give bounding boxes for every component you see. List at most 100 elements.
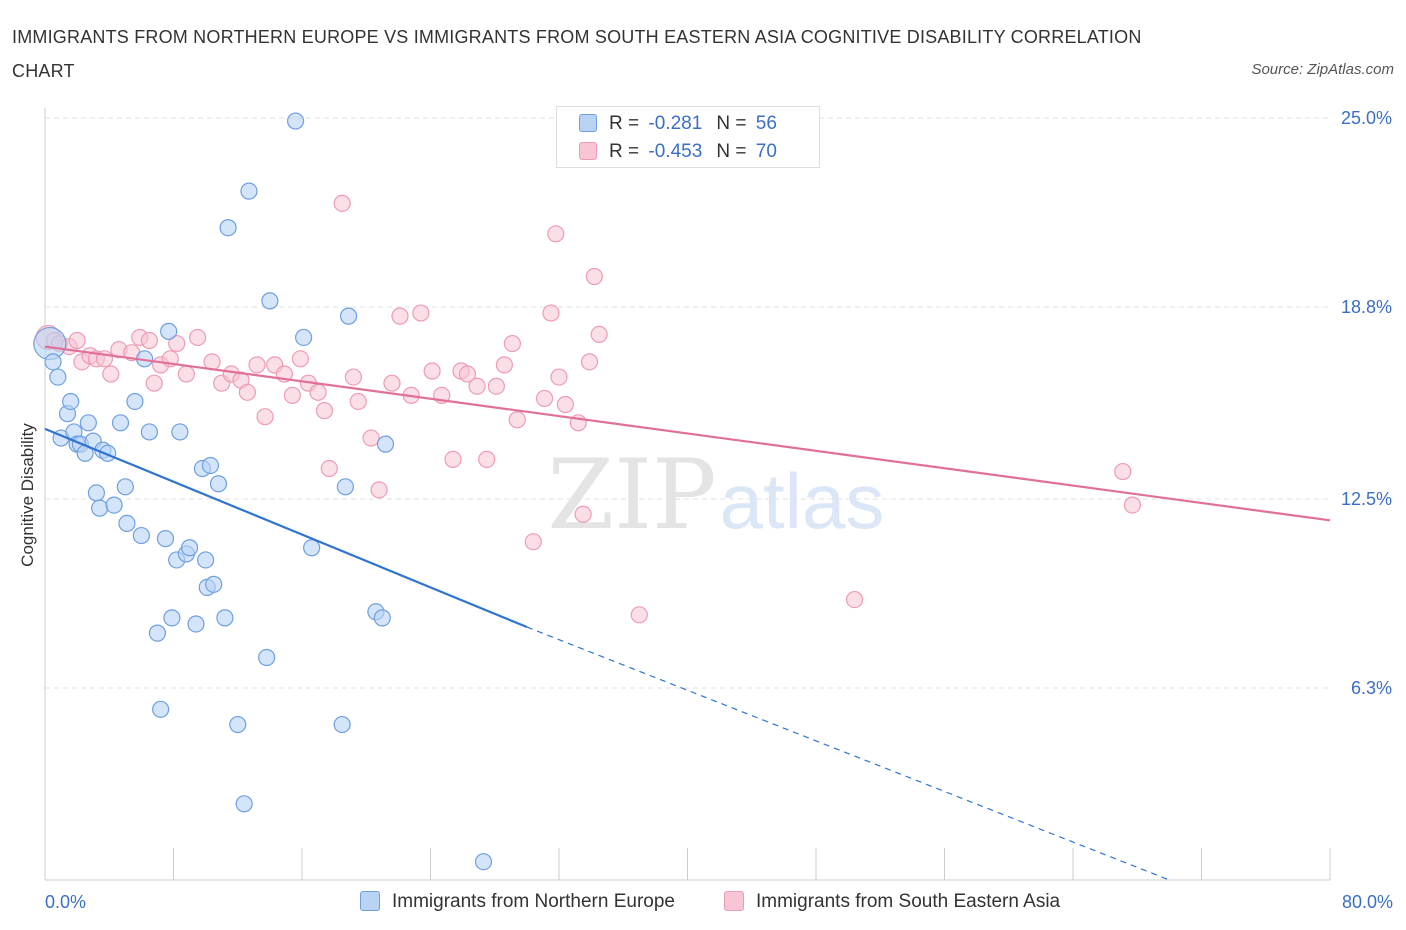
point-northern-europe[interactable] xyxy=(140,423,159,441)
point-south-eastern-asia[interactable] xyxy=(349,392,367,411)
point-south-eastern-asia[interactable] xyxy=(283,386,301,404)
point-south-eastern-asia[interactable] xyxy=(315,402,334,420)
legend-swatch-northern-europe xyxy=(360,891,380,911)
point-south-eastern-asia[interactable] xyxy=(140,331,159,350)
point-south-eastern-asia[interactable] xyxy=(391,307,409,325)
point-south-eastern-asia[interactable] xyxy=(291,350,309,368)
point-northern-europe[interactable] xyxy=(197,551,215,569)
point-northern-europe[interactable] xyxy=(474,853,493,871)
point-south-eastern-asia[interactable] xyxy=(1123,496,1142,514)
point-northern-europe[interactable] xyxy=(201,456,220,475)
point-south-eastern-asia[interactable] xyxy=(487,377,505,395)
point-northern-europe[interactable] xyxy=(261,292,279,310)
point-south-eastern-asia[interactable] xyxy=(370,481,388,499)
point-south-eastern-asia[interactable] xyxy=(383,374,401,392)
point-south-eastern-asia[interactable] xyxy=(344,368,362,386)
y-tick-label-2: 18.8% xyxy=(1341,297,1392,317)
point-south-eastern-asia[interactable] xyxy=(238,383,256,401)
legend-item-south-eastern-asia[interactable]: Immigrants from South Eastern Asia xyxy=(724,888,1060,916)
point-northern-europe[interactable] xyxy=(373,609,391,627)
point-south-eastern-asia[interactable] xyxy=(102,365,120,383)
point-south-eastern-asia[interactable] xyxy=(547,225,565,243)
point-south-eastern-asia[interactable] xyxy=(468,377,486,395)
point-south-eastern-asia[interactable] xyxy=(550,368,568,386)
point-northern-europe[interactable] xyxy=(209,475,228,493)
point-northern-europe[interactable] xyxy=(152,700,170,718)
point-northern-europe[interactable] xyxy=(49,368,67,386)
point-south-eastern-asia[interactable] xyxy=(248,356,266,374)
point-northern-europe[interactable] xyxy=(126,392,144,411)
point-south-eastern-asia[interactable] xyxy=(68,331,86,350)
point-northern-europe[interactable] xyxy=(171,423,189,441)
point-south-eastern-asia[interactable] xyxy=(630,606,648,624)
point-northern-europe[interactable] xyxy=(336,478,354,496)
point-northern-europe[interactable] xyxy=(187,615,205,633)
point-south-eastern-asia[interactable] xyxy=(580,353,599,371)
point-south-eastern-asia[interactable] xyxy=(508,411,526,429)
trend-line-northern-europe xyxy=(44,427,528,629)
point-northern-europe[interactable] xyxy=(303,539,321,557)
y-tick-label-1: 12.5% xyxy=(1341,489,1392,509)
point-south-eastern-asia[interactable] xyxy=(320,459,338,478)
point-south-eastern-asia[interactable] xyxy=(524,533,542,551)
point-south-eastern-asia[interactable] xyxy=(495,356,513,374)
point-south-eastern-asia[interactable] xyxy=(333,194,351,212)
source-label: Source: ZipAtlas.com xyxy=(1251,61,1394,78)
point-northern-europe[interactable] xyxy=(235,795,253,813)
point-northern-europe[interactable] xyxy=(91,499,109,517)
point-northern-europe[interactable] xyxy=(118,514,136,532)
point-south-eastern-asia[interactable] xyxy=(412,304,430,322)
point-northern-europe[interactable] xyxy=(87,484,106,502)
point-south-eastern-asia[interactable] xyxy=(585,267,603,286)
point-northern-europe[interactable] xyxy=(111,414,130,432)
r-value: -0.281 xyxy=(648,113,703,134)
point-south-eastern-asia[interactable] xyxy=(458,365,477,383)
point-south-eastern-asia[interactable] xyxy=(845,590,864,609)
point-south-eastern-asia[interactable] xyxy=(188,328,207,347)
stats-row-south-eastern-asia: R = -0.453 N = 70 xyxy=(579,140,777,164)
chart-title: IMMIGRANTS FROM NORTHERN EUROPE VS IMMIG… xyxy=(12,27,1142,81)
point-northern-europe[interactable] xyxy=(62,392,80,411)
point-south-eastern-asia[interactable] xyxy=(168,334,186,353)
legend-item-northern-europe[interactable]: Immigrants from Northern Europe xyxy=(360,888,675,916)
point-south-eastern-asia[interactable] xyxy=(1114,462,1132,481)
point-south-eastern-asia[interactable] xyxy=(145,374,163,392)
y-axis-label: Cognitive Disability xyxy=(18,423,37,567)
point-northern-europe[interactable] xyxy=(163,609,181,627)
point-south-eastern-asia[interactable] xyxy=(478,450,496,468)
point-south-eastern-asia[interactable] xyxy=(362,429,380,447)
point-northern-europe[interactable] xyxy=(286,112,305,130)
point-northern-europe[interactable] xyxy=(258,648,276,667)
point-northern-europe[interactable] xyxy=(105,496,123,514)
point-south-eastern-asia[interactable] xyxy=(309,383,327,401)
point-south-eastern-asia[interactable] xyxy=(542,304,560,322)
point-south-eastern-asia[interactable] xyxy=(535,389,554,408)
point-northern-europe[interactable] xyxy=(148,624,167,642)
point-northern-europe[interactable] xyxy=(44,353,62,371)
point-south-eastern-asia[interactable] xyxy=(177,365,195,383)
point-northern-europe[interactable] xyxy=(79,414,97,432)
point-south-eastern-asia[interactable] xyxy=(574,505,592,523)
legend-label-northern-europe: Immigrants from Northern Europe xyxy=(392,891,675,912)
point-northern-europe[interactable] xyxy=(160,322,178,340)
point-south-eastern-asia[interactable] xyxy=(423,362,441,380)
point-south-eastern-asia[interactable] xyxy=(256,408,274,426)
point-northern-europe[interactable] xyxy=(205,575,223,593)
point-northern-europe[interactable] xyxy=(333,715,351,734)
point-northern-europe[interactable] xyxy=(240,182,258,200)
legend-label-south-eastern-asia: Immigrants from South Eastern Asia xyxy=(756,891,1061,912)
point-south-eastern-asia[interactable] xyxy=(444,450,462,468)
point-northern-europe[interactable] xyxy=(156,530,175,548)
point-northern-europe[interactable] xyxy=(132,526,150,545)
point-south-eastern-asia[interactable] xyxy=(503,334,522,353)
point-northern-europe[interactable] xyxy=(180,539,199,557)
point-northern-europe[interactable] xyxy=(219,219,237,237)
point-northern-europe[interactable] xyxy=(229,715,247,734)
point-northern-europe[interactable] xyxy=(376,435,395,453)
point-northern-europe[interactable] xyxy=(216,609,234,627)
point-northern-europe[interactable] xyxy=(116,478,134,496)
point-south-eastern-asia[interactable] xyxy=(590,325,608,344)
point-northern-europe[interactable] xyxy=(295,328,313,347)
point-northern-europe[interactable] xyxy=(339,307,358,325)
point-south-eastern-asia[interactable] xyxy=(556,395,575,414)
